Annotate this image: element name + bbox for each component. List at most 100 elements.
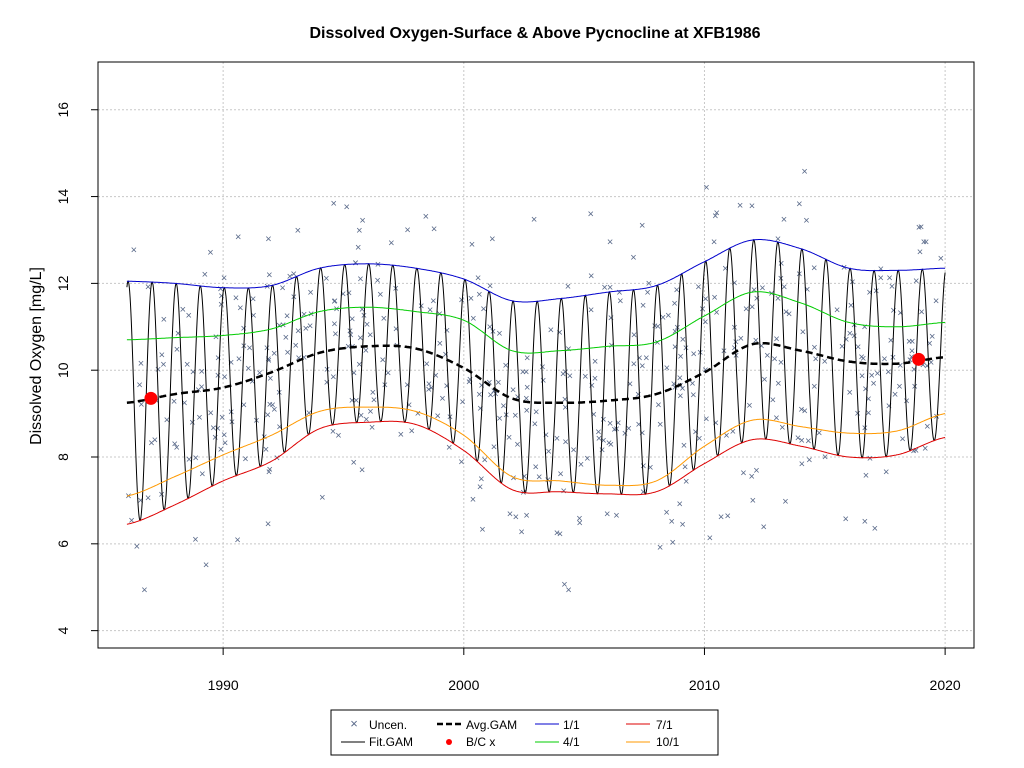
data-point: × — [198, 366, 204, 378]
data-point: × — [512, 410, 518, 422]
data-point: × — [885, 366, 891, 378]
data-point: × — [873, 286, 879, 298]
data-point: × — [778, 357, 784, 369]
data-point: × — [796, 198, 802, 210]
data-point: × — [233, 293, 239, 305]
data-point: × — [515, 391, 521, 403]
data-point: × — [266, 467, 272, 479]
data-point: × — [351, 368, 357, 380]
data-point: × — [199, 469, 205, 481]
data-point: × — [926, 338, 932, 350]
data-point: × — [616, 287, 622, 299]
data-point: × — [145, 282, 151, 294]
data-point: × — [343, 201, 349, 213]
y-tick-label: 14 — [55, 189, 71, 205]
data-point: × — [477, 482, 483, 494]
data-point: × — [604, 508, 610, 520]
data-point: × — [639, 220, 645, 232]
data-point: × — [577, 518, 583, 530]
data-point: × — [207, 247, 213, 259]
data-point: × — [250, 294, 256, 306]
data-point: × — [886, 273, 892, 285]
data-point: × — [595, 426, 601, 438]
data-point: × — [681, 440, 687, 452]
data-point: × — [913, 276, 919, 288]
data-point: × — [754, 293, 760, 305]
data-point: × — [764, 350, 770, 362]
data-point: × — [749, 201, 755, 213]
data-point: × — [424, 358, 430, 370]
data-point: × — [890, 305, 896, 317]
data-point: × — [423, 211, 429, 223]
data-point: × — [219, 412, 225, 424]
data-point: × — [724, 510, 730, 522]
grid-lines — [98, 62, 974, 648]
data-point: × — [491, 385, 497, 397]
data-point: × — [644, 287, 650, 299]
x-tick-label: 2000 — [448, 677, 479, 693]
y-tick-label: 16 — [55, 102, 71, 118]
data-point: × — [847, 328, 853, 340]
data-point: × — [600, 435, 606, 447]
data-point: × — [679, 383, 685, 395]
data-point: × — [487, 280, 493, 292]
data-point: × — [690, 348, 696, 360]
data-point: × — [351, 457, 357, 469]
data-point: × — [269, 400, 275, 412]
data-point: × — [896, 381, 902, 393]
data-point: × — [858, 351, 864, 363]
data-point: × — [712, 417, 718, 429]
data-point: × — [663, 507, 669, 519]
data-point: × — [266, 269, 272, 281]
data-point: × — [897, 360, 903, 372]
data-point: × — [920, 360, 926, 372]
data-point: × — [707, 533, 713, 545]
data-point: × — [332, 296, 338, 308]
data-point: × — [469, 239, 475, 251]
data-point: × — [180, 304, 186, 316]
data-point: × — [353, 395, 359, 407]
data-point: × — [428, 383, 434, 395]
data-point: × — [356, 225, 362, 237]
data-point: × — [496, 328, 502, 340]
data-point: × — [155, 364, 161, 376]
data-point: × — [897, 307, 903, 319]
data-point: × — [374, 275, 380, 287]
data-point: × — [246, 343, 252, 355]
data-point: × — [218, 290, 224, 302]
data-point: × — [643, 352, 649, 364]
data-point: × — [711, 237, 717, 249]
data-point: × — [689, 378, 695, 390]
data-point: × — [874, 368, 880, 380]
data-point: × — [175, 328, 181, 340]
data-point: × — [802, 405, 808, 417]
data-point: × — [703, 182, 709, 194]
data-point: × — [740, 468, 746, 480]
data-point: × — [267, 373, 273, 385]
data-point: × — [674, 285, 680, 297]
data-point: × — [909, 336, 915, 348]
data-point: × — [750, 495, 756, 507]
data-point: × — [355, 242, 361, 254]
data-point: × — [427, 305, 433, 317]
data-point: × — [775, 234, 781, 246]
data-point: × — [556, 327, 562, 339]
data-point: × — [335, 430, 341, 442]
data-point: × — [523, 367, 529, 379]
data-point: × — [228, 357, 234, 369]
data-point: × — [627, 378, 633, 390]
data-point: × — [284, 347, 290, 359]
data-point: × — [923, 237, 929, 249]
data-point: × — [608, 312, 614, 324]
data-point: × — [267, 464, 273, 476]
data-point: × — [265, 519, 271, 531]
data-point: × — [799, 435, 805, 447]
data-point: × — [822, 452, 828, 464]
data-point: × — [565, 343, 571, 355]
data-point: × — [680, 334, 686, 346]
data-point: × — [929, 331, 935, 343]
data-point: × — [489, 234, 495, 246]
data-point: × — [363, 414, 369, 426]
data-point: × — [533, 407, 539, 419]
data-point: × — [370, 387, 376, 399]
